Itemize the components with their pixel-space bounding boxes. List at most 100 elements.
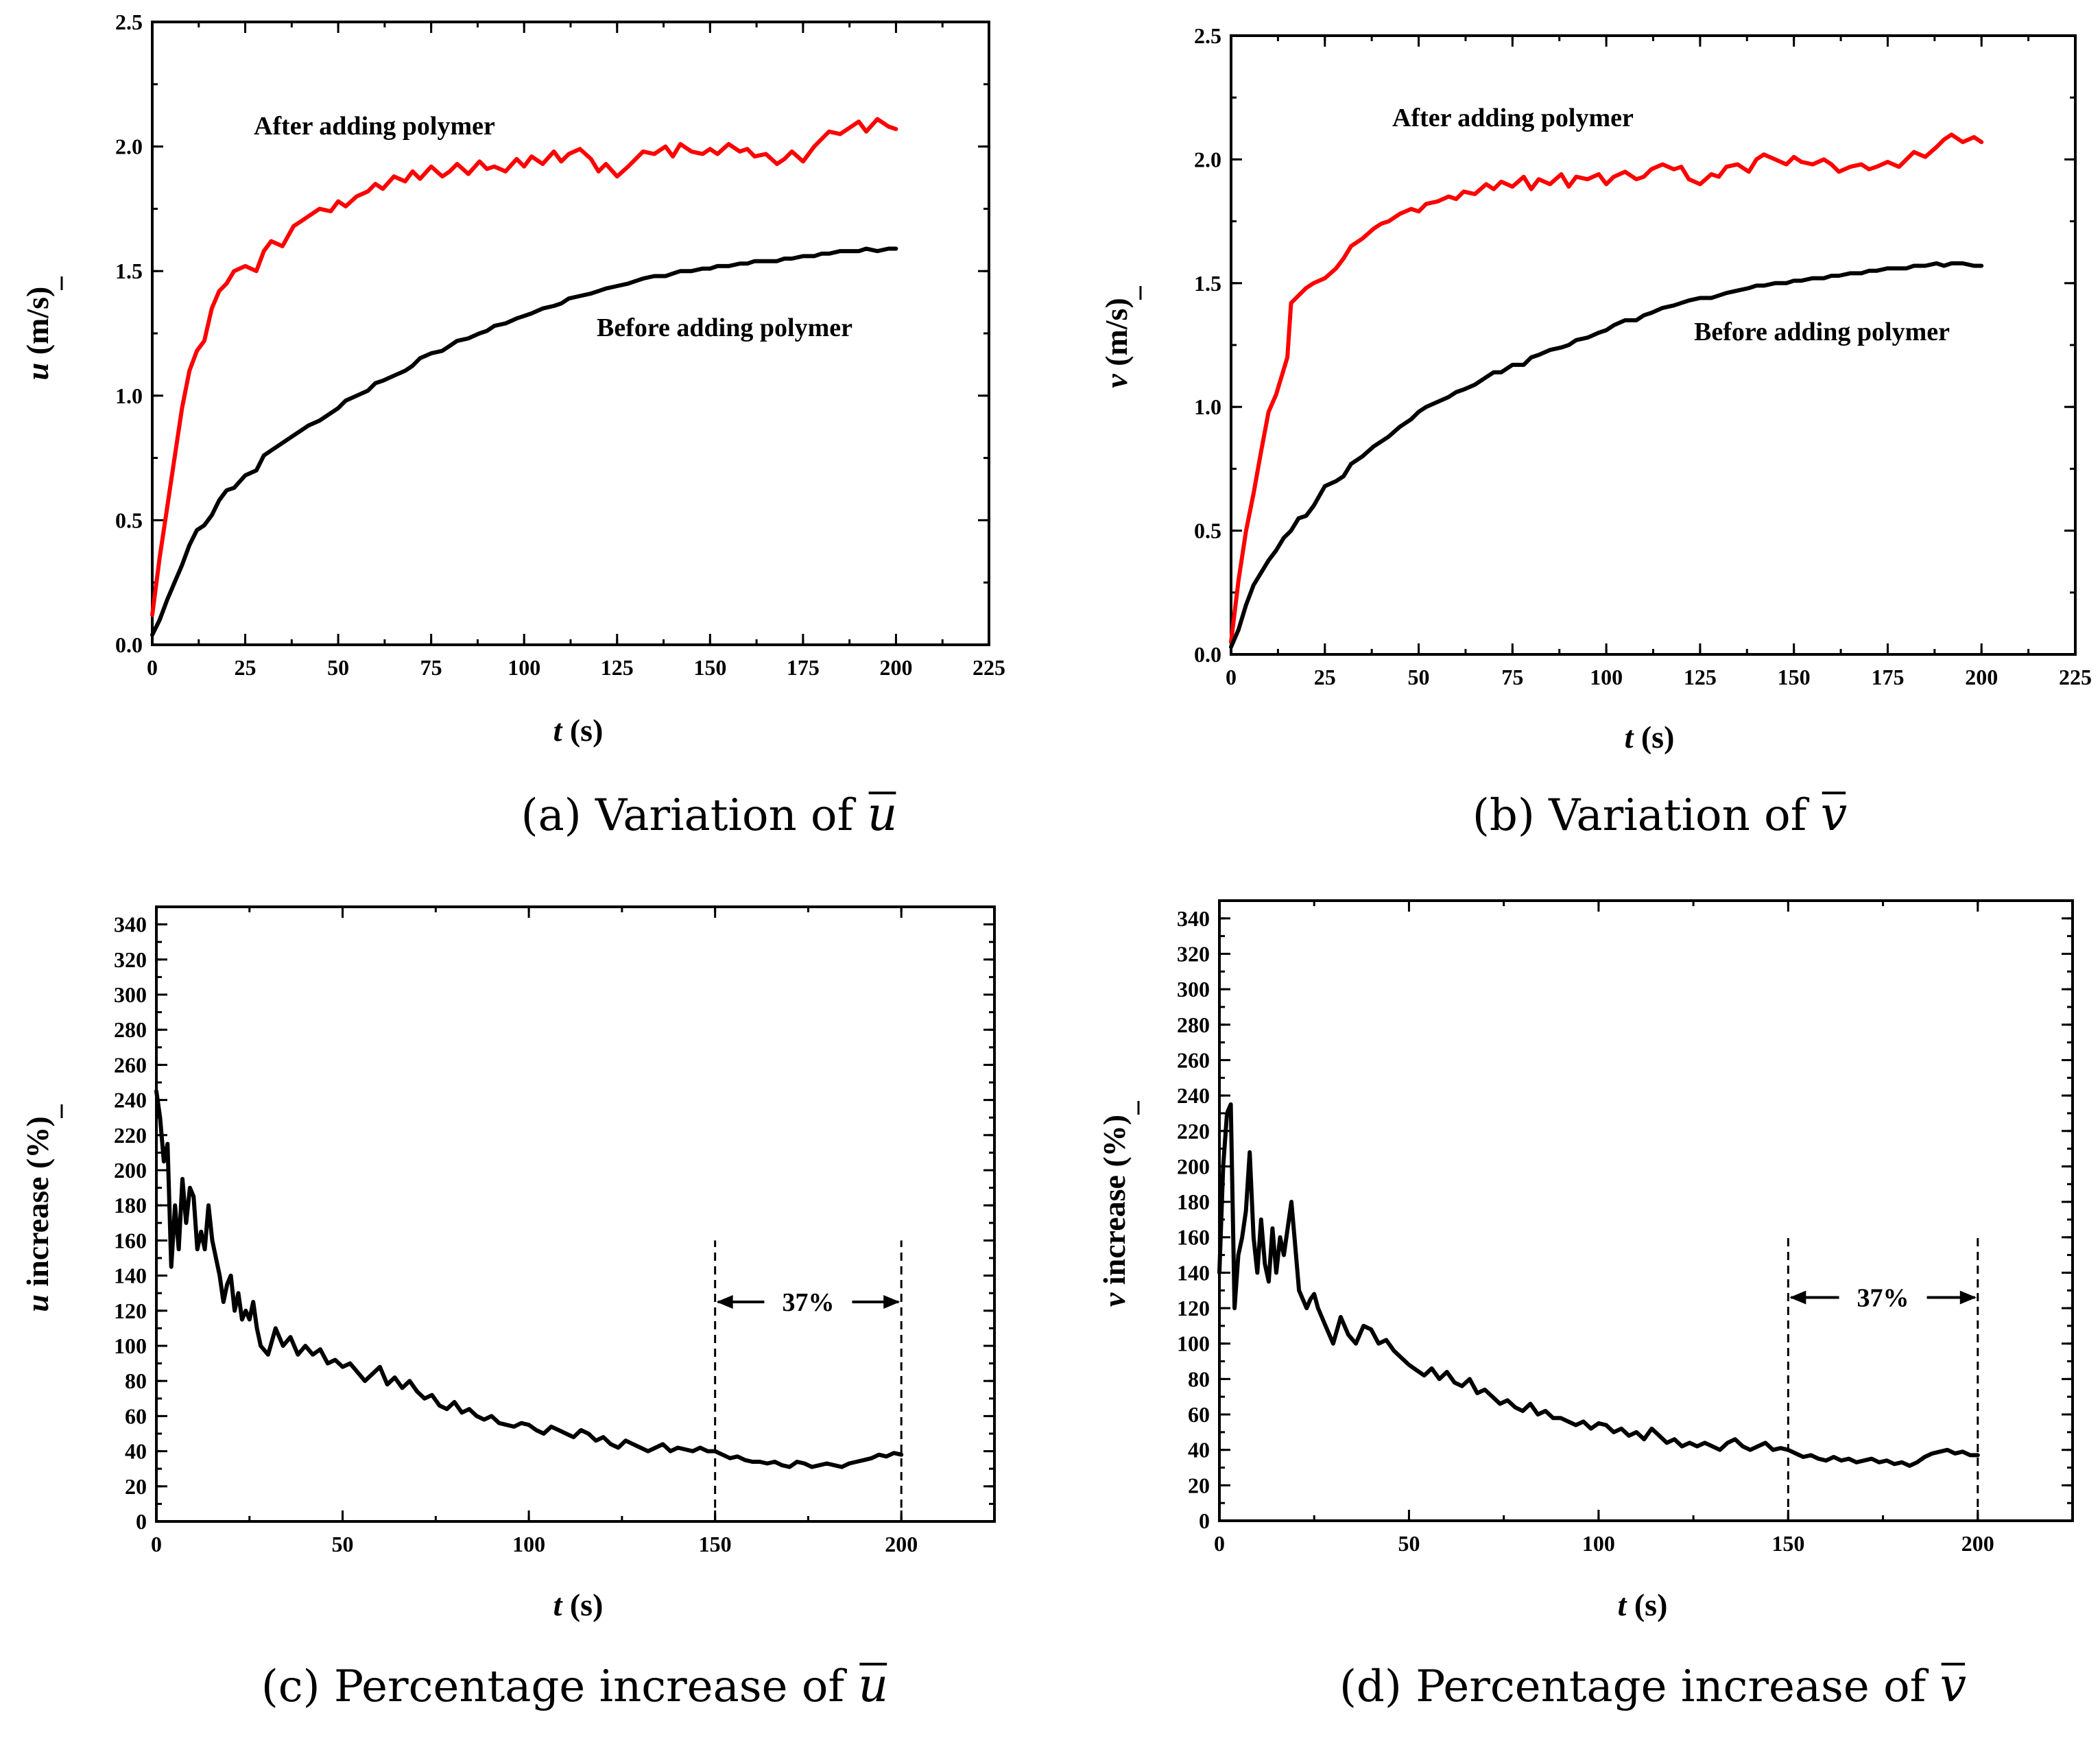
y-tick-label: 160: [114, 1228, 147, 1253]
caption-variable: v: [1821, 787, 1847, 842]
y-tick-label: 2.0: [1194, 147, 1221, 171]
y-tick-label: 260: [114, 1052, 147, 1077]
x-tick-label: 125: [1684, 665, 1717, 689]
x-tick-label: 25: [235, 655, 256, 680]
chart-panel-d: 0 50 100 150 200 0 20 40 60 80 100 120 140 160 180 200 2…: [1097, 899, 2074, 1713]
y-tick-label: 80: [125, 1368, 147, 1393]
figure-caption: (c) Percentage increase of u: [261, 1659, 888, 1713]
x-tick-label: 225: [973, 655, 1005, 680]
figure-caption: (a) Variation of u: [521, 787, 898, 842]
y-tick-label: 140: [114, 1264, 147, 1288]
y-tick-label: 1.5: [1194, 271, 1221, 296]
series-annotation: Before adding polymer: [597, 313, 852, 342]
series-line-after: [1229, 132, 1984, 644]
series-annotation: Before adding polymer: [1694, 318, 1950, 346]
y-tick-label: 200: [1177, 1154, 1210, 1178]
chart-panel-a: 0 25 50 75 100 125 150 175 200 225 0.0 0.5 1.0 1.5 2.0…: [20, 10, 1005, 842]
y-axis-label: u increase (%): [20, 1116, 55, 1312]
y-tick-label: 0.5: [1194, 519, 1221, 543]
series-line-after: [150, 117, 898, 617]
x-tick-label: 100: [508, 655, 540, 680]
x-tick-label: 0: [1214, 1531, 1225, 1556]
y-tick-label: 220: [1177, 1119, 1210, 1143]
x-axis-label: t (s): [553, 713, 604, 748]
y-tick-label: 280: [114, 1017, 147, 1042]
x-tick-label: 100: [512, 1532, 545, 1556]
x-tick-label: 100: [1582, 1531, 1615, 1556]
arrowhead-left: [716, 1295, 733, 1309]
y-tick-label: 100: [1177, 1331, 1210, 1356]
x-tick-label: 0: [151, 1532, 162, 1556]
series-line-before: [150, 246, 898, 637]
y-tick-label: 60: [1188, 1402, 1210, 1427]
plot-frame: [1218, 899, 2074, 1522]
arrowhead-right: [1959, 1290, 1977, 1305]
series-line-before: [1229, 261, 1984, 650]
y-tick-label: 40: [125, 1439, 147, 1464]
y-tick-label: 2.5: [115, 10, 143, 34]
y-tick-label: 340: [114, 912, 147, 937]
x-tick-label: 175: [787, 655, 820, 680]
y-tick-label: 1.0: [1194, 394, 1221, 419]
y-tick-label: 0.0: [115, 632, 143, 657]
y-tick-label: 240: [1177, 1083, 1210, 1108]
x-tick-label: 150: [1771, 1531, 1804, 1556]
x-tick-label: 200: [1965, 665, 1998, 689]
y-tick-label: 60: [125, 1403, 147, 1428]
y-tick-label: 180: [114, 1193, 147, 1218]
x-tick-label: 200: [885, 1532, 918, 1556]
y-tick-label: 2.5: [1194, 23, 1221, 48]
x-tick-label: 50: [332, 1532, 354, 1556]
x-tick-label: 175: [1871, 665, 1904, 689]
y-tick-label: 220: [114, 1123, 147, 1148]
y-tick-label: 1.0: [115, 383, 143, 408]
chart-panel-c: 0 50 100 150 200 0 20 40 60 80 100 120 140 160 180 200 2…: [20, 905, 996, 1713]
y-tick-label: 280: [1177, 1012, 1210, 1037]
series-line-increase: [154, 1089, 904, 1469]
x-tick-label: 150: [693, 655, 726, 680]
x-tick-label: 100: [1590, 665, 1623, 689]
x-axis-label: t (s): [1625, 720, 1675, 755]
caption-variable: u: [858, 1659, 888, 1713]
y-tick-label: 320: [1177, 941, 1210, 966]
plot-frame: [155, 905, 996, 1523]
y-axis-label: u (m/s): [20, 287, 55, 381]
y-tick-label: 240: [114, 1088, 147, 1113]
y-tick-label: 300: [114, 982, 147, 1007]
arrowhead-right: [883, 1295, 900, 1309]
x-tick-label: 0: [147, 655, 158, 680]
y-tick-label: 2.0: [115, 134, 143, 159]
y-axis-label: v increase (%): [1097, 1115, 1132, 1307]
y-tick-label: 120: [1177, 1296, 1210, 1320]
x-tick-label: 200: [1961, 1531, 1994, 1556]
x-tick-label: 150: [1778, 665, 1811, 689]
figure-caption: (b) Variation of v: [1472, 787, 1847, 842]
series-annotation: After adding polymer: [1392, 104, 1634, 132]
y-tick-label: 0.5: [115, 508, 143, 532]
x-tick-label: 75: [1501, 665, 1523, 689]
y-tick-label: 300: [1177, 977, 1210, 1001]
y-tick-label: 140: [1177, 1260, 1210, 1285]
y-axis-label: v (m/s): [1099, 298, 1134, 388]
x-tick-label: 0: [1226, 665, 1237, 689]
arrowhead-left: [1789, 1290, 1806, 1305]
y-tick-label: 180: [1177, 1189, 1210, 1214]
y-tick-label: 340: [1177, 906, 1210, 931]
x-tick-label: 225: [2059, 665, 2092, 689]
y-tick-label: 120: [114, 1299, 147, 1323]
y-tick-label: 20: [1188, 1473, 1210, 1497]
x-tick-label: 25: [1314, 665, 1336, 689]
caption-variable: v: [1940, 1659, 1966, 1713]
x-tick-label: 50: [327, 655, 349, 680]
chart-panel-b: 0 25 50 75 100 125 150 175 200 225 0.0 0.5 1.0 1.5 2.0…: [1099, 23, 2092, 842]
x-tick-label: 50: [1408, 665, 1430, 689]
figure-caption: (d) Percentage increase of v: [1339, 1659, 1966, 1713]
y-tick-label: 20: [125, 1474, 147, 1499]
x-tick-label: 75: [420, 655, 442, 680]
y-tick-label: 260: [1177, 1047, 1210, 1072]
y-tick-label: 0: [1199, 1508, 1210, 1533]
span-annotation: 37%: [1857, 1284, 1909, 1313]
series-line-increase: [1217, 1102, 1980, 1468]
y-tick-label: 0.0: [1194, 642, 1221, 667]
